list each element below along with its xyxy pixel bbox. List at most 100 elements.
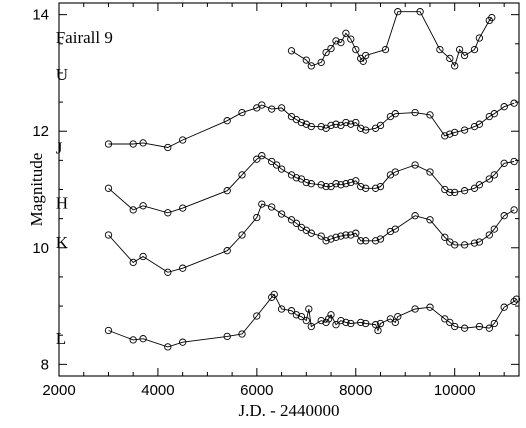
data-point-u [470,45,479,54]
data-point-l [510,297,518,306]
data-point-l [324,315,333,323]
x-tick-label: 6000 [240,382,273,399]
data-point-k [238,231,246,239]
data-point-u [327,44,335,53]
data-point-h [179,204,187,212]
data-point-h [272,161,281,169]
x-tick-label: 4000 [141,382,174,399]
data-point-l [164,343,172,351]
band-label-k: K [56,233,69,252]
data-point-k [179,264,187,272]
data-point-h [332,180,340,188]
data-point-k [292,219,301,227]
y-tick-label: 8 [41,356,49,373]
data-point-l [426,303,434,311]
data-point-l [357,318,365,327]
x-tick-label: 8000 [339,382,372,399]
data-point-j [357,124,365,132]
data-point-h [357,182,365,191]
data-point-l [512,295,521,303]
data-point-h [253,155,261,163]
data-point-h [129,206,137,214]
data-point-l [104,326,113,335]
data-point-h [362,184,370,192]
data-point-k [327,235,335,243]
data-point-k [287,216,296,224]
data-point-k [500,212,508,220]
data-point-j [307,122,315,131]
data-point-k [129,258,137,267]
data-point-l [297,312,306,321]
data-point-j [179,136,187,144]
data-point-u [287,47,296,55]
data-point-k [268,203,276,211]
data-point-k [475,238,484,246]
data-point-j [297,118,306,127]
data-point-k [470,239,479,247]
data-point-l [362,319,370,328]
data-point-l [277,305,286,313]
data-point-h [104,184,113,192]
data-point-k [342,231,350,239]
series-layer [104,8,521,351]
data-point-k [362,237,370,245]
data-point-l [179,338,187,346]
data-point-j [347,120,355,128]
data-point-h [307,180,315,188]
data-point-l [376,319,385,328]
data-point-j [164,143,172,152]
data-point-h [352,177,360,185]
data-point-h [451,188,459,197]
data-point-k [307,229,315,237]
data-point-u [488,13,496,22]
data-point-l [394,312,402,321]
series-k [104,200,518,276]
data-point-h [139,202,147,210]
data-point-j [268,105,276,113]
data-point-u [352,45,360,54]
data-point-l [411,305,419,313]
data-point-l [451,322,459,331]
data-point-u [337,38,345,47]
data-point-h [475,181,484,189]
series-l [104,290,521,351]
data-point-j [223,117,231,125]
data-point-j [342,118,350,127]
data-point-k [347,231,355,239]
data-point-u [475,34,484,42]
data-point-k [490,225,498,233]
data-point-u [302,56,310,64]
data-point-u [307,62,315,70]
y-tick-label: 14 [32,7,49,24]
data-point-j [332,120,340,128]
data-point-j [129,140,137,148]
data-point-k [317,232,325,240]
data-point-j [411,108,419,117]
data-point-j [441,132,449,140]
data-point-h [277,165,286,173]
series-u [287,8,496,70]
data-point-u [332,37,340,45]
data-point-l [441,315,449,323]
data-point-l [460,324,469,332]
data-point-h [446,188,454,197]
data-point-l [386,315,395,323]
data-point-k [277,210,286,218]
data-point-k [441,233,449,241]
data-point-h [302,178,310,187]
band-label-u: U [56,65,68,84]
data-point-j [446,130,454,138]
data-point-l [292,311,301,319]
data-point-j [362,126,370,134]
series-h [104,152,518,217]
data-point-h [500,159,508,167]
data-point-k [332,233,340,241]
data-point-l [238,330,246,338]
data-point-j [327,121,335,130]
data-point-k [451,241,459,249]
data-point-l [317,316,325,325]
data-point-l [490,319,498,328]
series-line-h [108,155,515,214]
x-tick-label: 10000 [434,382,476,399]
data-point-l [475,322,484,331]
